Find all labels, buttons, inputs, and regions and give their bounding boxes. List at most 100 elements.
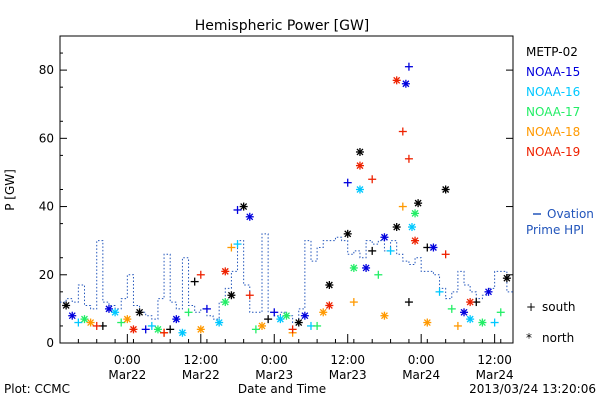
data-point — [104, 304, 113, 313]
marker-stroke — [81, 315, 88, 323]
marker-stroke — [129, 325, 137, 333]
marker-stroke — [478, 319, 486, 326]
data-point — [276, 315, 285, 324]
data-point — [401, 79, 410, 88]
data-point — [441, 185, 450, 194]
data-point — [221, 267, 230, 276]
marker-stroke — [123, 315, 131, 323]
data-point — [184, 308, 193, 317]
marker-stroke — [68, 312, 76, 320]
chart-legend: METP-02 NOAA-15 NOAA-16 NOAA-17 NOAA-18 NOAA-… — [526, 45, 580, 159]
x-tick-label-date: Mar24 — [402, 368, 440, 382]
data-point — [484, 287, 493, 296]
x-tick-label-time: 0:00 — [408, 353, 435, 367]
y-axis-label: P [GW] — [3, 169, 17, 211]
marker-stroke — [411, 237, 419, 245]
data-point — [227, 243, 236, 252]
data-point — [343, 178, 352, 187]
north-legend-label: north — [542, 331, 574, 345]
marker-stroke — [154, 325, 162, 333]
data-point — [411, 236, 420, 245]
data-point — [343, 229, 352, 238]
marker-stroke — [429, 244, 437, 251]
legend-entry: NOAA-16 — [526, 85, 580, 99]
x-tick-label-date: Mar22 — [108, 368, 146, 382]
marker-stroke — [344, 230, 352, 238]
data-point — [355, 185, 364, 194]
marker-stroke — [246, 213, 254, 221]
y-tick-label: 60 — [39, 131, 54, 145]
legend-entry: NOAA-15 — [526, 65, 580, 79]
marker-stroke — [172, 315, 180, 323]
marker-stroke — [423, 319, 431, 326]
ovation-legend-label: Ovation — [547, 207, 594, 221]
x-tick-label-time: 12:00 — [184, 353, 219, 367]
data-point — [429, 243, 438, 252]
data-point — [111, 308, 120, 317]
data-point — [264, 315, 273, 324]
data-point — [251, 325, 260, 334]
marker-stroke — [460, 308, 468, 316]
x-tick-label-time: 0:00 — [261, 353, 288, 367]
data-point — [453, 321, 462, 330]
data-point — [362, 263, 371, 272]
data-point — [215, 318, 224, 327]
data-point — [147, 321, 156, 330]
marker-stroke — [221, 298, 229, 306]
data-point — [407, 223, 416, 232]
ovation-legend: Ovation Prime HPI — [526, 207, 594, 237]
footer-timestamp: 2013/03/24 13:20:06 — [469, 382, 596, 396]
data-point — [300, 311, 309, 320]
data-point — [460, 308, 469, 317]
data-point — [166, 325, 175, 334]
ovation-hpi-line — [60, 233, 513, 324]
x-tick-label-time: 0:00 — [114, 353, 141, 367]
data-point — [68, 311, 77, 320]
marker-stroke — [276, 315, 284, 323]
marker-stroke — [466, 298, 474, 306]
y-tick-label: 0 — [46, 336, 54, 350]
marker-stroke — [240, 203, 248, 211]
data-point — [62, 301, 71, 310]
data-point — [239, 202, 248, 211]
data-point — [178, 328, 187, 337]
data-point — [404, 62, 413, 71]
y-tick-label: 80 — [39, 63, 54, 77]
data-point — [135, 308, 144, 317]
data-point — [233, 205, 242, 214]
data-point — [349, 263, 358, 272]
x-axis-label: Date and Time — [238, 382, 326, 396]
data-point — [294, 318, 303, 327]
x-tick-label-time: 12:00 — [330, 353, 365, 367]
marker-stroke — [442, 186, 450, 193]
data-point — [368, 175, 377, 184]
data-point — [196, 270, 205, 279]
data-point — [411, 209, 420, 218]
marker-stroke — [227, 291, 235, 299]
marker-stroke — [325, 281, 333, 289]
data-point — [123, 315, 132, 324]
marker-stroke — [362, 264, 370, 272]
data-point — [270, 308, 279, 317]
data-point — [380, 311, 389, 320]
data-point — [502, 274, 511, 283]
legend-entry: NOAA-19 — [526, 145, 580, 159]
data-point — [466, 315, 475, 324]
x-tick-label-date: Mar23 — [255, 368, 293, 382]
marker-stroke — [87, 319, 95, 326]
x-tick-label-date: Mar22 — [182, 368, 220, 382]
marker-stroke — [136, 308, 144, 316]
marker-stroke — [356, 148, 364, 156]
data-point — [282, 311, 291, 320]
data-point — [355, 147, 364, 156]
y-tick-label: 40 — [39, 200, 54, 214]
data-point — [404, 298, 413, 307]
data-point — [196, 325, 205, 334]
data-point — [172, 315, 181, 324]
data-point — [153, 325, 162, 334]
data-point — [496, 308, 505, 317]
data-point — [325, 301, 334, 310]
data-point — [258, 321, 267, 330]
marker-stroke — [393, 76, 401, 84]
data-point — [478, 318, 487, 327]
